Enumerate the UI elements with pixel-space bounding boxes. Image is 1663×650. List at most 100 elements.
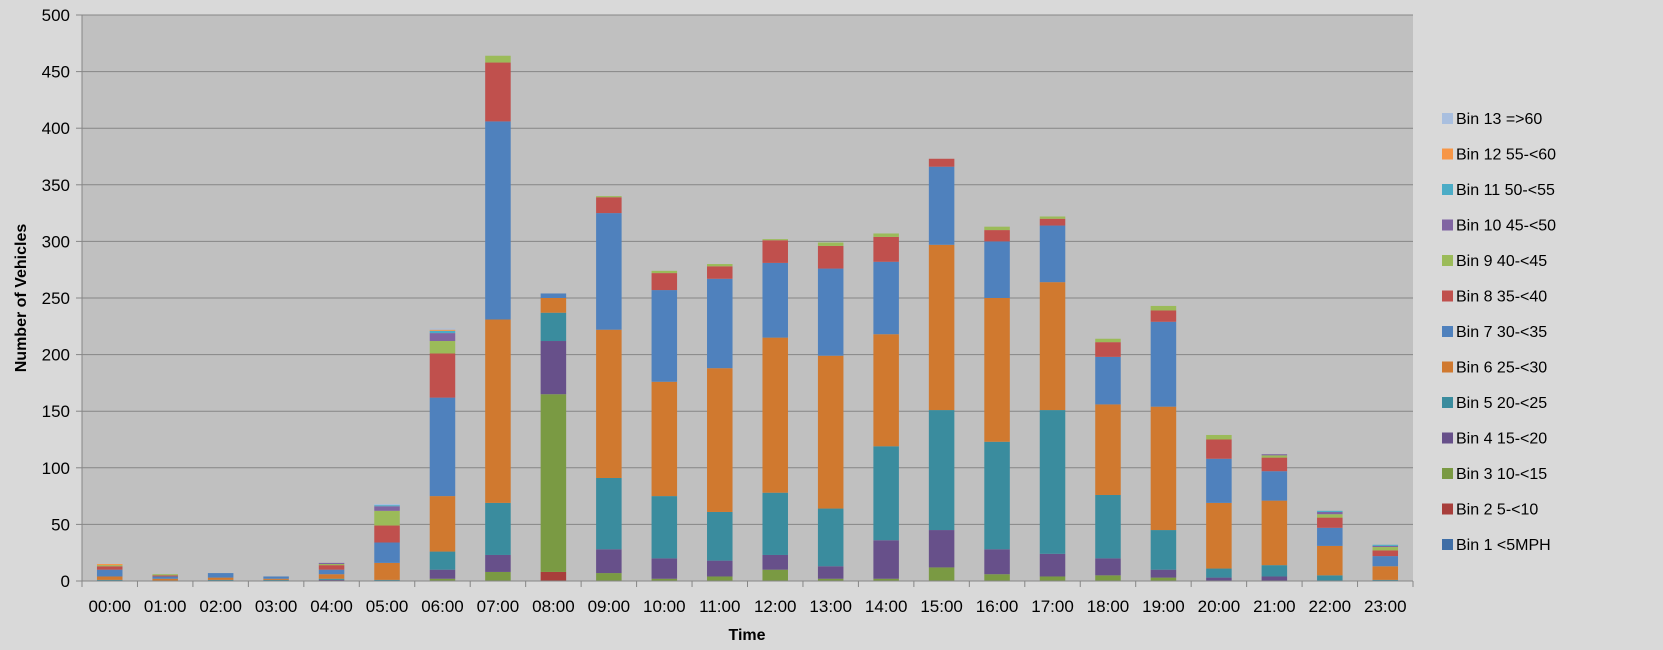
bar-segment-1900-bin-3 [1150,577,1177,581]
bar-segment-2100-bin-6 [1261,500,1288,566]
bar-segment-2100-bin-10 [1261,454,1288,456]
bar-segment-1700-bin-4 [1039,553,1066,577]
bar-segment-1700-bin-6 [1039,282,1066,411]
bar-segment-1200-bin-3 [762,569,788,581]
gridlines [76,14,1413,582]
bar-segment-1600-bin-7 [984,241,1010,298]
legend-swatch [1442,326,1453,337]
bar-segment-1200-bin-7 [762,262,788,338]
bar-segment-1500-bin-3 [928,567,955,581]
bar-segment-0100-bin-7 [152,576,178,579]
bar-segment-0800-bin-2 [540,571,567,581]
bar-segment-0300-bin-5 [263,579,289,581]
bar-segment-0200-bin-6 [207,577,234,580]
bar-segment-0900-bin-8 [596,197,622,214]
bar-segment-0000-bin-6 [96,576,123,580]
bar-segment-0500-bin-9 [374,510,400,526]
legend-label: Bin 4 15-<20 [1456,431,1547,448]
bar-segment-1900-bin-4 [1150,569,1177,578]
bar-segment-0400-bin-4 [318,579,345,581]
bar-segment-0900-bin-6 [596,329,622,478]
bar-segment-0500-bin-6 [374,562,400,580]
bar-segment-1800-bin-8 [1095,342,1121,357]
bar-segment-1300-bin-3 [817,578,844,581]
bar-segment-2200-bin-6 [1317,545,1343,576]
bar-segment-1900-bin-9 [1150,305,1177,311]
bar-segment-0900-bin-3 [596,573,622,581]
bar-segment-2200-bin-8 [1317,517,1343,528]
axes [81,15,1414,587]
bar-segment-2000-bin-4 [1206,577,1232,581]
x-tick-label: 14:00 [865,597,908,616]
x-tick-label: 10:00 [643,597,686,616]
bar-segment-1500-bin-7 [928,166,955,245]
y-tick-label: 200 [42,346,70,365]
bar-segment-0700-bin-4 [485,554,511,572]
legend-label: Bin 6 25-<30 [1456,360,1547,377]
bar-segment-1000-bin-6 [651,381,678,497]
bar-segment-1400-bin-7 [873,261,899,335]
bar-segment-1400-bin-6 [873,334,899,447]
bar-segment-2100-bin-8 [1261,457,1288,472]
bar-segment-0300-bin-6 [263,578,289,580]
bar-segment-1100-bin-3 [707,576,733,581]
bar-segment-0500-bin-11 [374,505,400,507]
y-tick-label: 100 [42,459,70,478]
x-tick-label: 03:00 [255,597,298,616]
y-tick-label: 250 [42,289,70,308]
bar-segment-1800-bin-6 [1095,404,1121,495]
bar-segment-1500-bin-4 [928,530,955,568]
bar-segment-1000-bin-3 [651,578,678,581]
bar-segment-1900-bin-5 [1150,530,1177,570]
legend-swatch [1442,255,1453,266]
bar-segment-2000-bin-6 [1206,502,1232,569]
bar-segment-2200-bin-7 [1317,527,1343,546]
bar-segment-2000-bin-8 [1206,439,1232,459]
x-tick-label: 15:00 [920,597,963,616]
bar-segment-2300-bin-7 [1372,556,1399,567]
legend-swatch [1442,290,1453,302]
bar-segment-2300-bin-9 [1372,547,1399,551]
bar-segment-1600-bin-8 [984,230,1010,242]
bar-segment-0700-bin-3 [485,571,511,581]
bar-segment-2200-bin-10 [1317,511,1343,515]
legend: Bin 13 =>60 Bin 12 55-<60 Bin 11 50-<55 Bin… [1442,111,1556,554]
bar-segment-0900-bin-4 [596,549,622,574]
bar-segment-0200-bin-7 [207,573,234,578]
bar-segment-0600-bin-3 [429,578,456,581]
bar-segment-0500-bin-13 [374,504,400,506]
bar-segment-1200-bin-8 [762,240,788,263]
y-tick-label: 450 [42,63,70,82]
y-axis-title: Number of Vehicles [13,224,30,373]
bar-segment-2100-bin-9 [1261,455,1288,458]
bar-segment-0000-bin-12 [96,564,123,566]
bar-segment-2300-bin-10 [1372,545,1399,548]
bar-segment-2200-bin-5 [1317,575,1343,581]
bar-segment-1000-bin-9 [651,270,678,274]
bar-segment-1100-bin-7 [707,278,733,369]
x-tick-label: 04:00 [310,597,353,616]
y-tick-label: 150 [42,402,70,421]
legend-label: Bin 1 <5MPH [1456,537,1551,554]
bar-segment-1600-bin-3 [984,574,1010,581]
bar-segment-0400-bin-6 [318,574,345,579]
bar-segment-2100-bin-4 [1261,576,1288,581]
bar-segment-0000-bin-8 [96,566,123,570]
x-tick-label: 02:00 [199,597,242,616]
bar-segment-0000-bin-9 [96,565,123,567]
bar-segment-0600-bin-12 [429,329,456,331]
bar-segment-0200-bin-5 [207,579,234,581]
x-tick-label: 12:00 [754,597,797,616]
y-tick-label: 400 [42,119,70,138]
bar-segment-1700-bin-9 [1039,216,1066,219]
legend-swatch [1442,219,1453,231]
bar-segment-0800-bin-7 [540,293,567,298]
x-tick-label: 01:00 [144,597,187,616]
legend-swatch [1442,539,1453,550]
legend-label: Bin 9 40-<45 [1456,253,1547,270]
bar-segment-2100-bin-5 [1261,565,1288,577]
bar-segment-1800-bin-5 [1095,494,1121,559]
legend-swatch [1442,113,1453,124]
bar-segment-1200-bin-9 [762,239,788,241]
